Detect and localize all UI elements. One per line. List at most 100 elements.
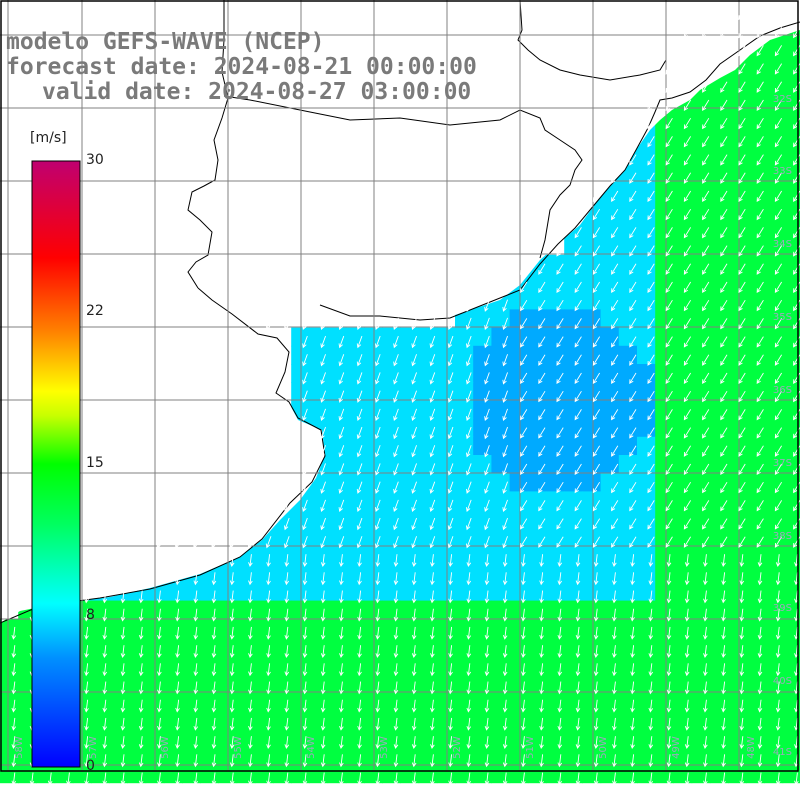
wind-arrow xyxy=(539,645,544,658)
wind-arrow xyxy=(756,409,764,421)
wind-arrow xyxy=(756,117,764,130)
wind-arrow xyxy=(211,681,217,695)
wind-arrow xyxy=(721,772,726,786)
wind-arrow xyxy=(665,427,673,439)
wind-arrow xyxy=(702,190,710,203)
wind-arrow xyxy=(375,408,381,422)
wind-cell xyxy=(236,637,256,656)
wind-arrow xyxy=(648,772,654,786)
wind-cell xyxy=(382,546,401,565)
wind-cell xyxy=(564,618,583,638)
wind-cell xyxy=(564,364,583,383)
wind-cell xyxy=(782,54,800,74)
wind-arrow xyxy=(794,772,799,786)
wind-arrow xyxy=(720,500,728,512)
wind-cell xyxy=(382,709,401,729)
wind-arrow xyxy=(157,736,162,749)
wind-arrow xyxy=(775,736,781,749)
wind-arrow xyxy=(411,572,417,586)
wind-arrow xyxy=(793,299,800,312)
wind-arrow xyxy=(593,590,599,604)
wind-arrow xyxy=(484,754,490,768)
wind-arrow xyxy=(411,772,417,786)
wind-arrow xyxy=(266,572,271,586)
wind-arrow xyxy=(448,590,453,604)
wind-arrow xyxy=(684,572,690,586)
wind-arrow xyxy=(683,318,692,330)
wind-arrow xyxy=(683,336,692,348)
wind-cell xyxy=(655,564,674,583)
wind-arrow xyxy=(647,281,655,294)
wind-cell xyxy=(691,400,711,420)
wind-arrow xyxy=(647,463,655,476)
wind-cell xyxy=(564,436,583,456)
wind-cell xyxy=(309,764,329,784)
wind-arrow xyxy=(665,518,673,530)
wind-arrow xyxy=(775,663,781,677)
wind-cell xyxy=(673,709,693,729)
wind-arrow xyxy=(430,608,435,622)
wind-arrow xyxy=(703,754,708,768)
wind-cell xyxy=(764,491,784,511)
wind-arrow xyxy=(720,427,728,439)
wind-arrow xyxy=(84,608,89,622)
colorbar xyxy=(31,160,81,768)
wind-cell xyxy=(728,364,747,383)
wind-cell xyxy=(673,400,693,420)
wind-arrow xyxy=(721,699,726,713)
wind-cell xyxy=(564,691,583,711)
wind-arrow xyxy=(502,335,508,349)
wind-arrow xyxy=(447,299,454,312)
wind-cell xyxy=(637,709,656,729)
wind-arrow xyxy=(411,481,417,494)
wind-cell xyxy=(709,618,729,638)
wind-cell xyxy=(109,746,128,765)
wind-arrow xyxy=(448,663,453,677)
wind-arrow xyxy=(684,736,690,749)
lon-label: 57W xyxy=(87,736,99,759)
wind-arrow xyxy=(284,681,290,695)
wind-arrow xyxy=(502,645,508,658)
wind-arrow xyxy=(393,554,399,567)
wind-arrow xyxy=(611,372,619,385)
wind-cell xyxy=(527,364,547,383)
wind-arrow xyxy=(612,645,617,658)
wind-cell xyxy=(746,345,765,365)
wind-arrow xyxy=(211,717,217,731)
wind-cell xyxy=(546,655,565,674)
wind-arrow xyxy=(447,426,454,440)
wind-arrow xyxy=(339,772,344,786)
wind-cell xyxy=(600,546,620,565)
wind-arrow xyxy=(502,663,508,677)
wind-cell xyxy=(327,546,347,565)
wind-cell xyxy=(127,764,147,784)
wind-arrow xyxy=(757,626,763,640)
wind-arrow xyxy=(703,626,708,640)
wind-arrow xyxy=(738,99,746,112)
wind-arrow xyxy=(466,354,472,367)
wind-arrow xyxy=(629,481,637,494)
wind-cell xyxy=(655,455,674,474)
wind-arrow xyxy=(647,409,655,421)
wind-arrow xyxy=(102,754,108,768)
wind-arrow xyxy=(702,117,710,130)
wind-arrow xyxy=(774,208,783,221)
wind-arrow xyxy=(302,608,308,622)
wind-cell xyxy=(728,273,747,292)
wind-cell xyxy=(782,109,800,128)
wind-cell xyxy=(564,418,583,438)
wind-cell xyxy=(564,728,583,747)
wind-cell xyxy=(655,491,674,511)
wind-arrow xyxy=(593,699,599,713)
wind-cell xyxy=(200,746,219,765)
wind-cell xyxy=(637,218,656,238)
wind-arrow xyxy=(739,590,745,604)
wind-arrow xyxy=(593,608,599,622)
wind-arrow xyxy=(375,481,381,494)
wind-arrow xyxy=(120,572,126,586)
wind-arrow xyxy=(411,554,417,567)
wind-arrow xyxy=(157,554,162,567)
wind-cell xyxy=(637,145,656,165)
wind-arrow xyxy=(484,717,490,731)
wind-cell xyxy=(746,637,765,656)
